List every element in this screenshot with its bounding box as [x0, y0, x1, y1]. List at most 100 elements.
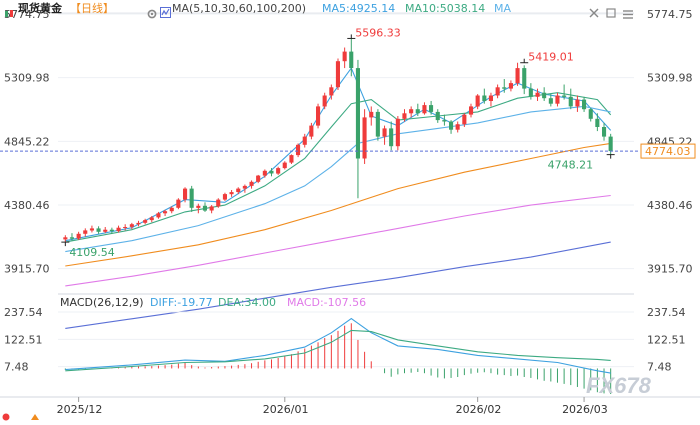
candle-up[interactable] [143, 220, 148, 223]
candle-up[interactable] [382, 128, 387, 137]
settings-icon[interactable] [147, 4, 157, 19]
candle-up[interactable] [89, 228, 94, 231]
candle-down[interactable] [568, 96, 573, 107]
candle-up[interactable] [555, 95, 560, 104]
candle-down[interactable] [602, 127, 607, 137]
candle-up[interactable] [369, 111, 374, 118]
candle-down[interactable] [542, 92, 547, 99]
candle-down[interactable] [375, 111, 380, 137]
ma30-line [65, 105, 611, 253]
candle-up[interactable] [329, 87, 334, 96]
candle-up[interactable] [256, 175, 261, 182]
candle-down[interactable] [449, 121, 454, 130]
candle-down[interactable] [389, 128, 394, 147]
ma-parameters[interactable]: MA(5,10,30,60,100,200) [172, 2, 307, 15]
candle-down[interactable] [96, 228, 101, 232]
candle-down[interactable] [608, 136, 613, 152]
candle-down[interactable] [482, 95, 487, 102]
candle-up[interactable] [236, 188, 241, 192]
close-icon[interactable] [589, 3, 599, 18]
candle-down[interactable] [349, 51, 354, 68]
candle-up[interactable] [469, 106, 474, 115]
candle-down[interactable] [69, 237, 74, 239]
candle-down[interactable] [528, 88, 533, 97]
candle-up[interactable] [242, 185, 247, 189]
candle-down[interactable] [502, 87, 507, 89]
candle-up[interactable] [196, 205, 201, 208]
candle-up[interactable] [575, 99, 580, 107]
candle-up[interactable] [342, 51, 347, 62]
candle-up[interactable] [302, 136, 307, 145]
alert-icon[interactable] [2, 406, 10, 421]
candle-up[interactable] [296, 144, 301, 156]
candle-up[interactable] [176, 199, 181, 208]
candle-down[interactable] [595, 118, 600, 127]
candle-up[interactable] [169, 207, 174, 212]
candle-up[interactable] [116, 227, 121, 232]
candle-up[interactable] [462, 114, 467, 125]
price-tick-label-right: 5774.75 [647, 8, 693, 21]
indicator-chart-icon[interactable] [160, 3, 171, 18]
candle-up[interactable] [63, 237, 68, 240]
candle-up[interactable] [229, 192, 234, 195]
candle-up[interactable] [495, 87, 500, 96]
candle-down[interactable] [202, 205, 207, 211]
candle-up[interactable] [395, 118, 400, 147]
candle-up[interactable] [322, 95, 327, 107]
candle-up[interactable] [156, 213, 161, 218]
macd-dea-line [65, 329, 611, 372]
macd-title[interactable]: MACD(26,12,9) [60, 296, 144, 309]
collapse-arrow-icon[interactable] [30, 406, 40, 420]
candle-down[interactable] [355, 68, 360, 159]
candle-up[interactable] [249, 181, 254, 186]
candle-down[interactable] [588, 109, 593, 119]
candle-up[interactable] [136, 222, 141, 225]
candle-up[interactable] [209, 206, 214, 211]
candle-down[interactable] [109, 229, 114, 232]
candle-up[interactable] [316, 106, 321, 126]
candle-down[interactable] [582, 99, 587, 110]
candle-up[interactable] [216, 199, 221, 207]
candle-up[interactable] [508, 83, 513, 89]
candle-down[interactable] [269, 170, 274, 174]
period-selector[interactable]: 【日线】 [70, 2, 114, 15]
candle-up[interactable] [362, 117, 367, 159]
candle-up[interactable] [455, 124, 460, 130]
candle-up[interactable] [475, 95, 480, 107]
candle-up[interactable] [422, 105, 427, 114]
candle-up[interactable] [103, 229, 108, 232]
candle-down[interactable] [189, 188, 194, 208]
candle-up[interactable] [309, 125, 314, 137]
candle-up[interactable] [335, 61, 340, 88]
candle-down[interactable] [548, 98, 553, 104]
candle-down[interactable] [562, 95, 567, 97]
candle-up[interactable] [222, 194, 227, 200]
expand-icon[interactable] [606, 3, 616, 18]
candle-down[interactable] [435, 111, 440, 121]
candle-up[interactable] [129, 224, 134, 227]
candle-down[interactable] [442, 120, 447, 122]
candle-up[interactable] [515, 68, 520, 84]
macd-diff-line [65, 317, 611, 374]
candle-up[interactable] [535, 92, 540, 97]
menu-icon[interactable] [623, 4, 633, 19]
candle-up[interactable] [488, 95, 493, 102]
candle-up[interactable] [402, 113, 407, 119]
candle-up[interactable] [282, 162, 287, 169]
candle-up[interactable] [276, 168, 281, 174]
candle-up[interactable] [123, 227, 128, 228]
candle-down[interactable] [415, 109, 420, 114]
candle-down[interactable] [429, 105, 434, 112]
candle-up[interactable] [163, 211, 168, 214]
candle-up[interactable] [83, 230, 88, 234]
symbol-name[interactable]: 现货黄金 [18, 2, 62, 15]
candle-up[interactable] [262, 170, 267, 176]
candle-down[interactable] [522, 68, 527, 89]
candlesticks[interactable] [63, 38, 613, 243]
candle-up[interactable] [409, 109, 414, 114]
candle-up[interactable] [183, 188, 188, 200]
candle-up[interactable] [289, 155, 294, 163]
candle-up[interactable] [149, 217, 154, 221]
candle-up[interactable] [76, 233, 81, 239]
